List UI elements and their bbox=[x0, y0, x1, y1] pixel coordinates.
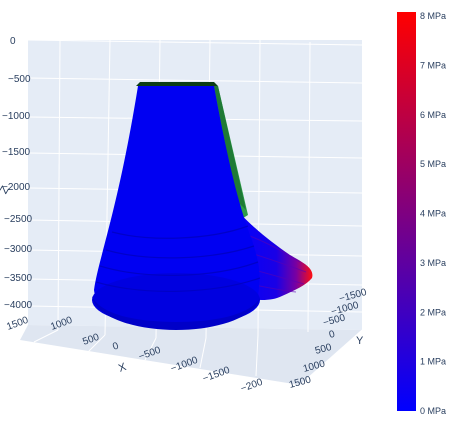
colorbar-tick-label: 5 MPa bbox=[420, 159, 446, 169]
cone-body bbox=[94, 86, 260, 326]
colorbar-tick-label: 8 MPa bbox=[420, 11, 446, 21]
cone-top bbox=[136, 82, 218, 86]
z-tick: −1500 bbox=[2, 147, 31, 158]
z-tick: −1000 bbox=[2, 111, 31, 122]
z-tick: −4000 bbox=[4, 300, 33, 311]
cone-base bbox=[92, 273, 260, 327]
cone-base-front bbox=[92, 296, 260, 330]
floor-pane bbox=[20, 325, 362, 385]
colorbar-tick-label: 6 MPa bbox=[420, 110, 446, 120]
colorbar-tick-label: 7 MPa bbox=[420, 60, 446, 70]
y-tick: 0 bbox=[328, 329, 337, 341]
z-tick: −3500 bbox=[4, 273, 33, 284]
x-axis-title: X bbox=[117, 361, 129, 375]
x-tick: −200 bbox=[239, 377, 264, 395]
z-axis: 0 −500 −1000 −1500 −2000 −2500 −3000 −35… bbox=[0, 36, 33, 311]
colorbar-tick-label: 4 MPa bbox=[420, 209, 446, 219]
colorbar-gradient bbox=[397, 12, 416, 411]
colorbar-tick-label: 0 MPa bbox=[420, 406, 446, 416]
surface-flank-shade bbox=[214, 86, 246, 210]
z-axis-title: Z bbox=[0, 184, 12, 196]
z-tick: 0 bbox=[10, 36, 16, 47]
cone-ridges bbox=[95, 225, 261, 292]
colorbar-tick-label: 2 MPa bbox=[420, 307, 446, 317]
y-axis-title: Y bbox=[356, 335, 364, 347]
colorbar-ticks: 0 MPa 1 MPa 2 MPa 3 MPa 4 MPa 5 MPa 6 MPa 7 MPa… bbox=[420, 11, 446, 416]
z-tick: −2500 bbox=[4, 214, 33, 225]
colorbar: 0 MPa 1 MPa 2 MPa 3 MPa 4 MPa 5 MPa 6 MPa 7 MPa… bbox=[397, 11, 446, 416]
y-tick: 500 bbox=[314, 342, 333, 357]
colorbar-tick-label: 3 MPa bbox=[420, 258, 446, 268]
x-tick: 0 bbox=[111, 340, 120, 352]
z-tick: −3000 bbox=[4, 244, 33, 255]
z-tick: −500 bbox=[8, 74, 31, 85]
colorbar-tick-label: 1 MPa bbox=[420, 357, 446, 367]
z-tick: −2000 bbox=[2, 182, 31, 193]
surface-3d bbox=[92, 82, 313, 330]
